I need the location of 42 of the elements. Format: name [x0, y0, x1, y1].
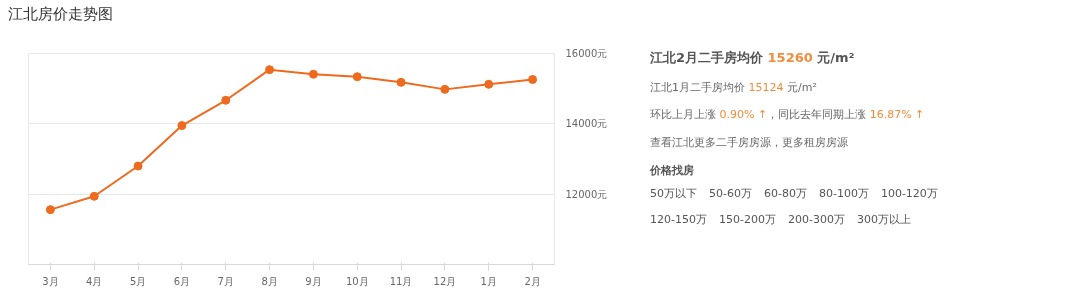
y-tick-label: 12000元	[565, 188, 608, 200]
x-tick-label: 5月	[129, 275, 147, 287]
x-tick-label: 6月	[173, 275, 191, 287]
text: 环比上月上涨 0.90% ↑，同比去年同期上涨 16.87% ↑	[650, 107, 926, 123]
x-tick-label: 10月	[345, 275, 369, 287]
text: 50-60万	[709, 186, 752, 203]
text: 300万以上	[856, 212, 911, 228]
text: 200-300万	[787, 212, 845, 228]
point	[440, 84, 450, 94]
point	[133, 161, 143, 171]
y-tick-label: 14000元	[565, 118, 608, 130]
text: 150-200万	[718, 212, 776, 228]
text: 50万以下	[650, 186, 697, 203]
text: 80-100万	[818, 186, 869, 203]
x-tick-label: 12月	[433, 275, 457, 287]
x-tick-label: 11月	[389, 275, 413, 287]
text: 江北1月二手房均价 15124 元/m²	[650, 79, 818, 96]
text: 100-120万	[880, 186, 938, 203]
point	[528, 75, 538, 85]
point	[396, 77, 406, 87]
x-tick-label: 3月	[42, 275, 59, 287]
point	[45, 205, 55, 215]
text: 60-80万	[763, 186, 807, 203]
x-tick-label: 8月	[261, 275, 278, 287]
point	[484, 79, 494, 89]
text: 价格找房	[650, 162, 695, 179]
x-tick-label: 4月	[86, 275, 103, 287]
x-tick-label: 7月	[217, 275, 234, 287]
text: 江北2月二手房均价 15260 元/m²	[650, 49, 856, 67]
y-tick-label: 16000元	[565, 48, 608, 59]
point	[177, 121, 187, 131]
x-tick-label: 1月	[480, 275, 497, 287]
text: 120-150万	[650, 212, 707, 228]
point	[89, 191, 99, 201]
text: 查看江北更多二手房房源，更多租房房源	[650, 134, 849, 151]
x-tick-label: 9月	[305, 275, 322, 287]
point	[221, 95, 231, 105]
x-tick-label: 2月	[524, 275, 541, 287]
point	[352, 72, 362, 82]
chart-title: 江北房价走势图	[8, 4, 113, 25]
point	[308, 69, 318, 79]
point	[265, 65, 275, 75]
